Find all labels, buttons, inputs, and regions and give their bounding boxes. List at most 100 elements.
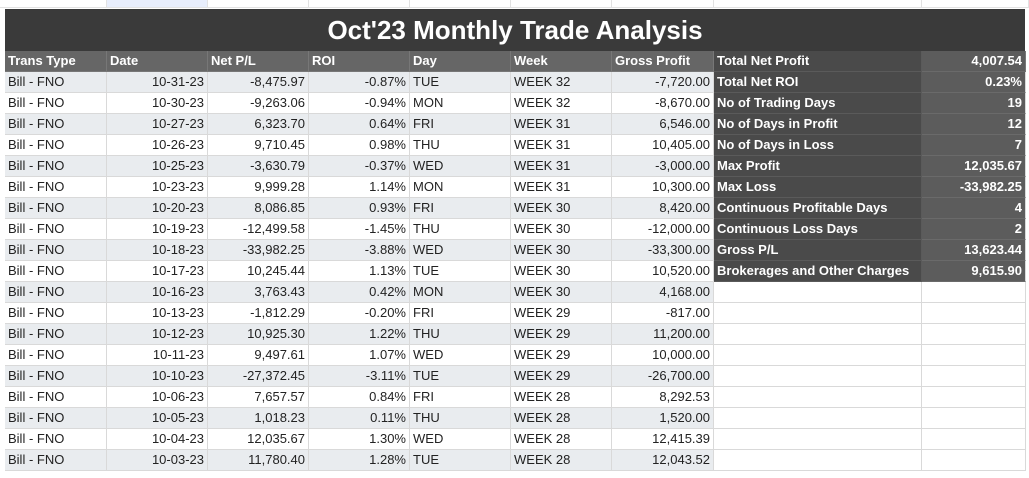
cell-netpl[interactable]: 7,657.57 [208, 387, 309, 408]
cell-date[interactable]: 10-10-23 [107, 366, 208, 387]
empty-cell[interactable] [922, 450, 1026, 471]
cell-type[interactable]: Bill - FNO [5, 282, 107, 303]
cell-roi[interactable]: 0.64% [309, 114, 410, 135]
column-header[interactable]: Day [410, 51, 511, 72]
stat-label[interactable]: Total Net ROI [714, 72, 922, 93]
cell-netpl[interactable]: -33,982.25 [208, 240, 309, 261]
cell-gross[interactable]: -33,300.00 [612, 240, 714, 261]
cell-day[interactable]: THU [410, 219, 511, 240]
cell-type[interactable]: Bill - FNO [5, 240, 107, 261]
grid-cell[interactable] [922, 0, 1029, 8]
cell-day[interactable]: WED [410, 156, 511, 177]
cell-date[interactable]: 10-18-23 [107, 240, 208, 261]
stat-value[interactable]: 12,035.67 [922, 156, 1026, 177]
cell-type[interactable]: Bill - FNO [5, 366, 107, 387]
cell-netpl[interactable]: 8,086.85 [208, 198, 309, 219]
cell-day[interactable]: MON [410, 282, 511, 303]
cell-type[interactable]: Bill - FNO [5, 72, 107, 93]
cell-day[interactable]: THU [410, 324, 511, 345]
empty-cell[interactable] [922, 387, 1026, 408]
cell-week[interactable]: WEEK 32 [511, 93, 612, 114]
cell-date[interactable]: 10-06-23 [107, 387, 208, 408]
empty-cell[interactable] [714, 282, 922, 303]
stat-label[interactable]: Gross P/L [714, 240, 922, 261]
cell-week[interactable]: WEEK 28 [511, 387, 612, 408]
cell-week[interactable]: WEEK 29 [511, 324, 612, 345]
cell-day[interactable]: TUE [410, 366, 511, 387]
cell-week[interactable]: WEEK 30 [511, 198, 612, 219]
cell-week[interactable]: WEEK 29 [511, 345, 612, 366]
stat-label[interactable]: Max Loss [714, 177, 922, 198]
cell-week[interactable]: WEEK 30 [511, 240, 612, 261]
cell-gross[interactable]: -26,700.00 [612, 366, 714, 387]
empty-cell[interactable] [714, 303, 922, 324]
sheet-title[interactable]: Oct'23 Monthly Trade Analysis [5, 9, 1025, 51]
cell-roi[interactable]: -0.94% [309, 93, 410, 114]
cell-week[interactable]: WEEK 30 [511, 282, 612, 303]
cell-netpl[interactable]: 11,780.40 [208, 450, 309, 471]
cell-type[interactable]: Bill - FNO [5, 324, 107, 345]
cell-roi[interactable]: -1.45% [309, 219, 410, 240]
cell-netpl[interactable]: 9,710.45 [208, 135, 309, 156]
cell-day[interactable]: THU [410, 135, 511, 156]
cell-day[interactable]: WED [410, 429, 511, 450]
cell-type[interactable]: Bill - FNO [5, 261, 107, 282]
cell-date[interactable]: 10-27-23 [107, 114, 208, 135]
cell-date[interactable]: 10-30-23 [107, 93, 208, 114]
stat-value[interactable]: -33,982.25 [922, 177, 1026, 198]
cell-type[interactable]: Bill - FNO [5, 429, 107, 450]
cell-type[interactable]: Bill - FNO [5, 303, 107, 324]
grid-cell[interactable] [612, 0, 714, 8]
column-header[interactable]: ROI [309, 51, 410, 72]
cell-week[interactable]: WEEK 31 [511, 135, 612, 156]
cell-date[interactable]: 10-13-23 [107, 303, 208, 324]
empty-cell[interactable] [922, 366, 1026, 387]
cell-day[interactable]: WED [410, 345, 511, 366]
cell-roi[interactable]: -0.87% [309, 72, 410, 93]
cell-roi[interactable]: 0.93% [309, 198, 410, 219]
cell-day[interactable]: THU [410, 408, 511, 429]
cell-type[interactable]: Bill - FNO [5, 93, 107, 114]
grid-cell[interactable] [511, 0, 612, 8]
cell-day[interactable]: TUE [410, 450, 511, 471]
cell-week[interactable]: WEEK 30 [511, 261, 612, 282]
cell-netpl[interactable]: 6,323.70 [208, 114, 309, 135]
stat-value[interactable]: 13,623.44 [922, 240, 1026, 261]
cell-gross[interactable]: 10,300.00 [612, 177, 714, 198]
cell-netpl[interactable]: 9,999.28 [208, 177, 309, 198]
cell-type[interactable]: Bill - FNO [5, 198, 107, 219]
empty-cell[interactable] [922, 282, 1026, 303]
cell-gross[interactable]: 1,520.00 [612, 408, 714, 429]
cell-week[interactable]: WEEK 31 [511, 156, 612, 177]
stat-label[interactable]: Total Net Profit [714, 51, 922, 72]
cell-gross[interactable]: 8,292.53 [612, 387, 714, 408]
cell-netpl[interactable]: 3,763.43 [208, 282, 309, 303]
cell-gross[interactable]: -8,670.00 [612, 93, 714, 114]
cell-gross[interactable]: -7,720.00 [612, 72, 714, 93]
cell-gross[interactable]: -3,000.00 [612, 156, 714, 177]
cell-type[interactable]: Bill - FNO [5, 450, 107, 471]
cell-netpl[interactable]: 1,018.23 [208, 408, 309, 429]
cell-gross[interactable]: -12,000.00 [612, 219, 714, 240]
cell-type[interactable]: Bill - FNO [5, 219, 107, 240]
cell-netpl[interactable]: 9,497.61 [208, 345, 309, 366]
stat-label[interactable]: Continuous Profitable Days [714, 198, 922, 219]
cell-week[interactable]: WEEK 32 [511, 72, 612, 93]
cell-date[interactable]: 10-26-23 [107, 135, 208, 156]
cell-day[interactable]: TUE [410, 72, 511, 93]
cell-week[interactable]: WEEK 31 [511, 177, 612, 198]
stat-value[interactable]: 19 [922, 93, 1026, 114]
cell-netpl[interactable]: -8,475.97 [208, 72, 309, 93]
empty-cell[interactable] [714, 345, 922, 366]
cell-day[interactable]: FRI [410, 198, 511, 219]
cell-day[interactable]: TUE [410, 261, 511, 282]
cell-week[interactable]: WEEK 28 [511, 408, 612, 429]
grid-cell[interactable] [714, 0, 922, 8]
cell-netpl[interactable]: 10,245.44 [208, 261, 309, 282]
stat-label[interactable]: No of Trading Days [714, 93, 922, 114]
cell-netpl[interactable]: -3,630.79 [208, 156, 309, 177]
cell-type[interactable]: Bill - FNO [5, 408, 107, 429]
cell-date[interactable]: 10-03-23 [107, 450, 208, 471]
cell-date[interactable]: 10-12-23 [107, 324, 208, 345]
stat-value[interactable]: 0.23% [922, 72, 1026, 93]
